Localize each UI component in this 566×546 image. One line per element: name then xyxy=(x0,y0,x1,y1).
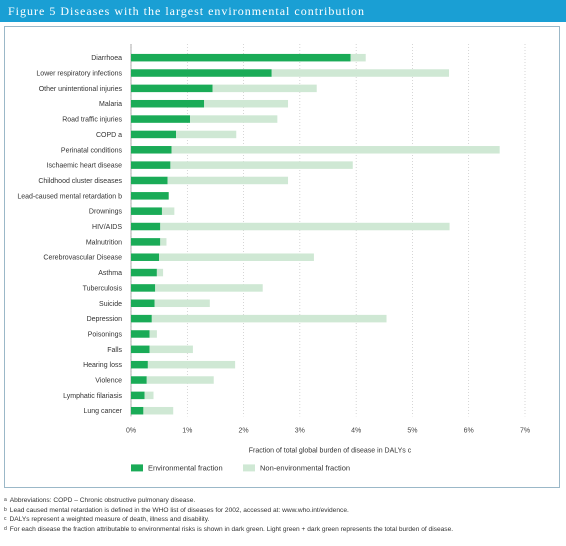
bar-non-environmental xyxy=(161,207,175,215)
bar-chart: Diarrhoea Lower respiratory infections Oth… xyxy=(17,44,530,472)
footnote-c: c DALYs represent a weighted measure of d… xyxy=(4,516,210,523)
bar-non-environmental xyxy=(147,360,236,369)
category-label: Tuberculosis xyxy=(83,285,123,292)
bar-environmental xyxy=(131,299,155,308)
bar-non-environmental xyxy=(212,84,317,93)
category-label: COPD a xyxy=(96,132,122,139)
figure-header: Figure 5 Diseases with the largest envir… xyxy=(0,0,566,22)
bar-environmental xyxy=(131,222,161,231)
category-label: HIV/AIDS xyxy=(92,224,122,231)
legend-label-environmental: Environmental fraction xyxy=(148,463,223,472)
bar-non-environmental xyxy=(154,299,210,308)
legend-swatch-environmental xyxy=(131,464,143,472)
category-label: Malnutrition xyxy=(86,239,122,246)
bar-environmental xyxy=(131,99,205,108)
category-label: Asthma xyxy=(98,270,122,277)
bar-environmental xyxy=(131,284,156,292)
category-label: Violence xyxy=(95,378,122,385)
bar-non-environmental xyxy=(204,99,289,108)
footnote-a: a Abbreviations: COPD – Chronic obstructi… xyxy=(4,497,196,504)
category-label: Diarrhoea xyxy=(91,55,122,62)
x-tick-label: 3% xyxy=(295,427,305,434)
chart-frame xyxy=(4,26,560,488)
bar-environmental xyxy=(131,314,152,323)
bar-non-environmental xyxy=(146,376,214,384)
bar-environmental xyxy=(131,268,157,277)
bar-environmental xyxy=(131,115,191,123)
bar-non-environmental xyxy=(171,146,500,154)
category-label: Lower respiratory infections xyxy=(36,71,122,78)
category-label: Depression xyxy=(87,316,123,323)
category-label: Falls xyxy=(107,347,122,354)
category-label: Hearing loss xyxy=(83,362,122,369)
category-label: Malaria xyxy=(99,101,122,108)
bar-environmental xyxy=(131,376,147,384)
bar-non-environmental xyxy=(271,69,450,77)
bar-environmental xyxy=(131,192,169,200)
bar-non-environmental xyxy=(144,391,154,400)
figure-title: Figure 5 Diseases with the largest envir… xyxy=(8,4,366,18)
bar-environmental xyxy=(131,253,160,261)
category-label: Lung cancer xyxy=(83,408,122,415)
category-label: Childhood cluster diseases xyxy=(38,178,122,185)
x-tick-label: 5% xyxy=(407,427,417,434)
category-label: Lead-caused mental retardation b xyxy=(17,193,122,200)
category-label: Road traffic injuries xyxy=(62,117,122,124)
bar-non-environmental xyxy=(149,345,193,354)
category-label: Cerebrovascular Disease xyxy=(43,255,122,262)
x-tick-label: 1% xyxy=(182,427,192,434)
x-axis-label: Fraction of total global burden of disea… xyxy=(249,447,412,454)
footnote-d: d For each disease the fraction attributa… xyxy=(4,525,454,533)
bar-environmental xyxy=(131,406,144,415)
bar-environmental xyxy=(131,53,351,62)
bar-environmental xyxy=(131,207,162,215)
x-tick-label: 0% xyxy=(126,427,136,434)
bar-environmental xyxy=(131,330,150,338)
bar-non-environmental xyxy=(149,330,157,338)
bar-non-environmental xyxy=(155,284,263,292)
category-label: Drownings xyxy=(89,209,123,216)
bar-non-environmental xyxy=(143,406,174,415)
bar-non-environmental xyxy=(350,53,366,62)
x-tick-label: 2% xyxy=(239,427,249,434)
bar-environmental xyxy=(131,360,148,369)
footnote-b: b Lead caused mental retardation is defin… xyxy=(4,506,349,514)
bar-environmental xyxy=(131,345,150,354)
category-label: Ischaemic heart disease xyxy=(47,163,123,170)
bar-environmental xyxy=(131,84,213,93)
bar-environmental xyxy=(131,391,145,400)
bar-non-environmental xyxy=(176,130,237,139)
bar-non-environmental xyxy=(167,176,289,185)
bar-non-environmental xyxy=(151,314,387,323)
category-label: Poisonings xyxy=(88,331,123,338)
x-tick-label: 4% xyxy=(351,427,361,434)
bar-non-environmental xyxy=(159,253,314,261)
category-label: Lymphatic filariasis xyxy=(63,393,122,400)
bar-environmental xyxy=(131,69,272,77)
bar-environmental xyxy=(131,146,172,154)
bar-environmental xyxy=(131,130,177,139)
category-label: Suicide xyxy=(99,301,122,308)
bar-non-environmental xyxy=(156,268,164,277)
bar-non-environmental xyxy=(160,238,167,246)
bar-environmental xyxy=(131,176,168,185)
legend-label-non-environmental: Non-environmental fraction xyxy=(260,463,350,472)
legend-swatch-non-environmental xyxy=(243,464,255,472)
footnotes: a Abbreviations: COPD – Chronic obstructi… xyxy=(4,496,562,534)
bar-non-environmental xyxy=(170,161,353,169)
bar-non-environmental xyxy=(160,222,450,231)
x-tick-label: 7% xyxy=(520,427,530,434)
x-tick-label: 6% xyxy=(464,427,474,434)
bar-non-environmental xyxy=(190,115,278,123)
bar-environmental xyxy=(131,238,161,246)
category-label: Other unintentional injuries xyxy=(39,86,123,93)
bar-environmental xyxy=(131,161,171,169)
category-label: Perinatal conditions xyxy=(61,147,123,154)
